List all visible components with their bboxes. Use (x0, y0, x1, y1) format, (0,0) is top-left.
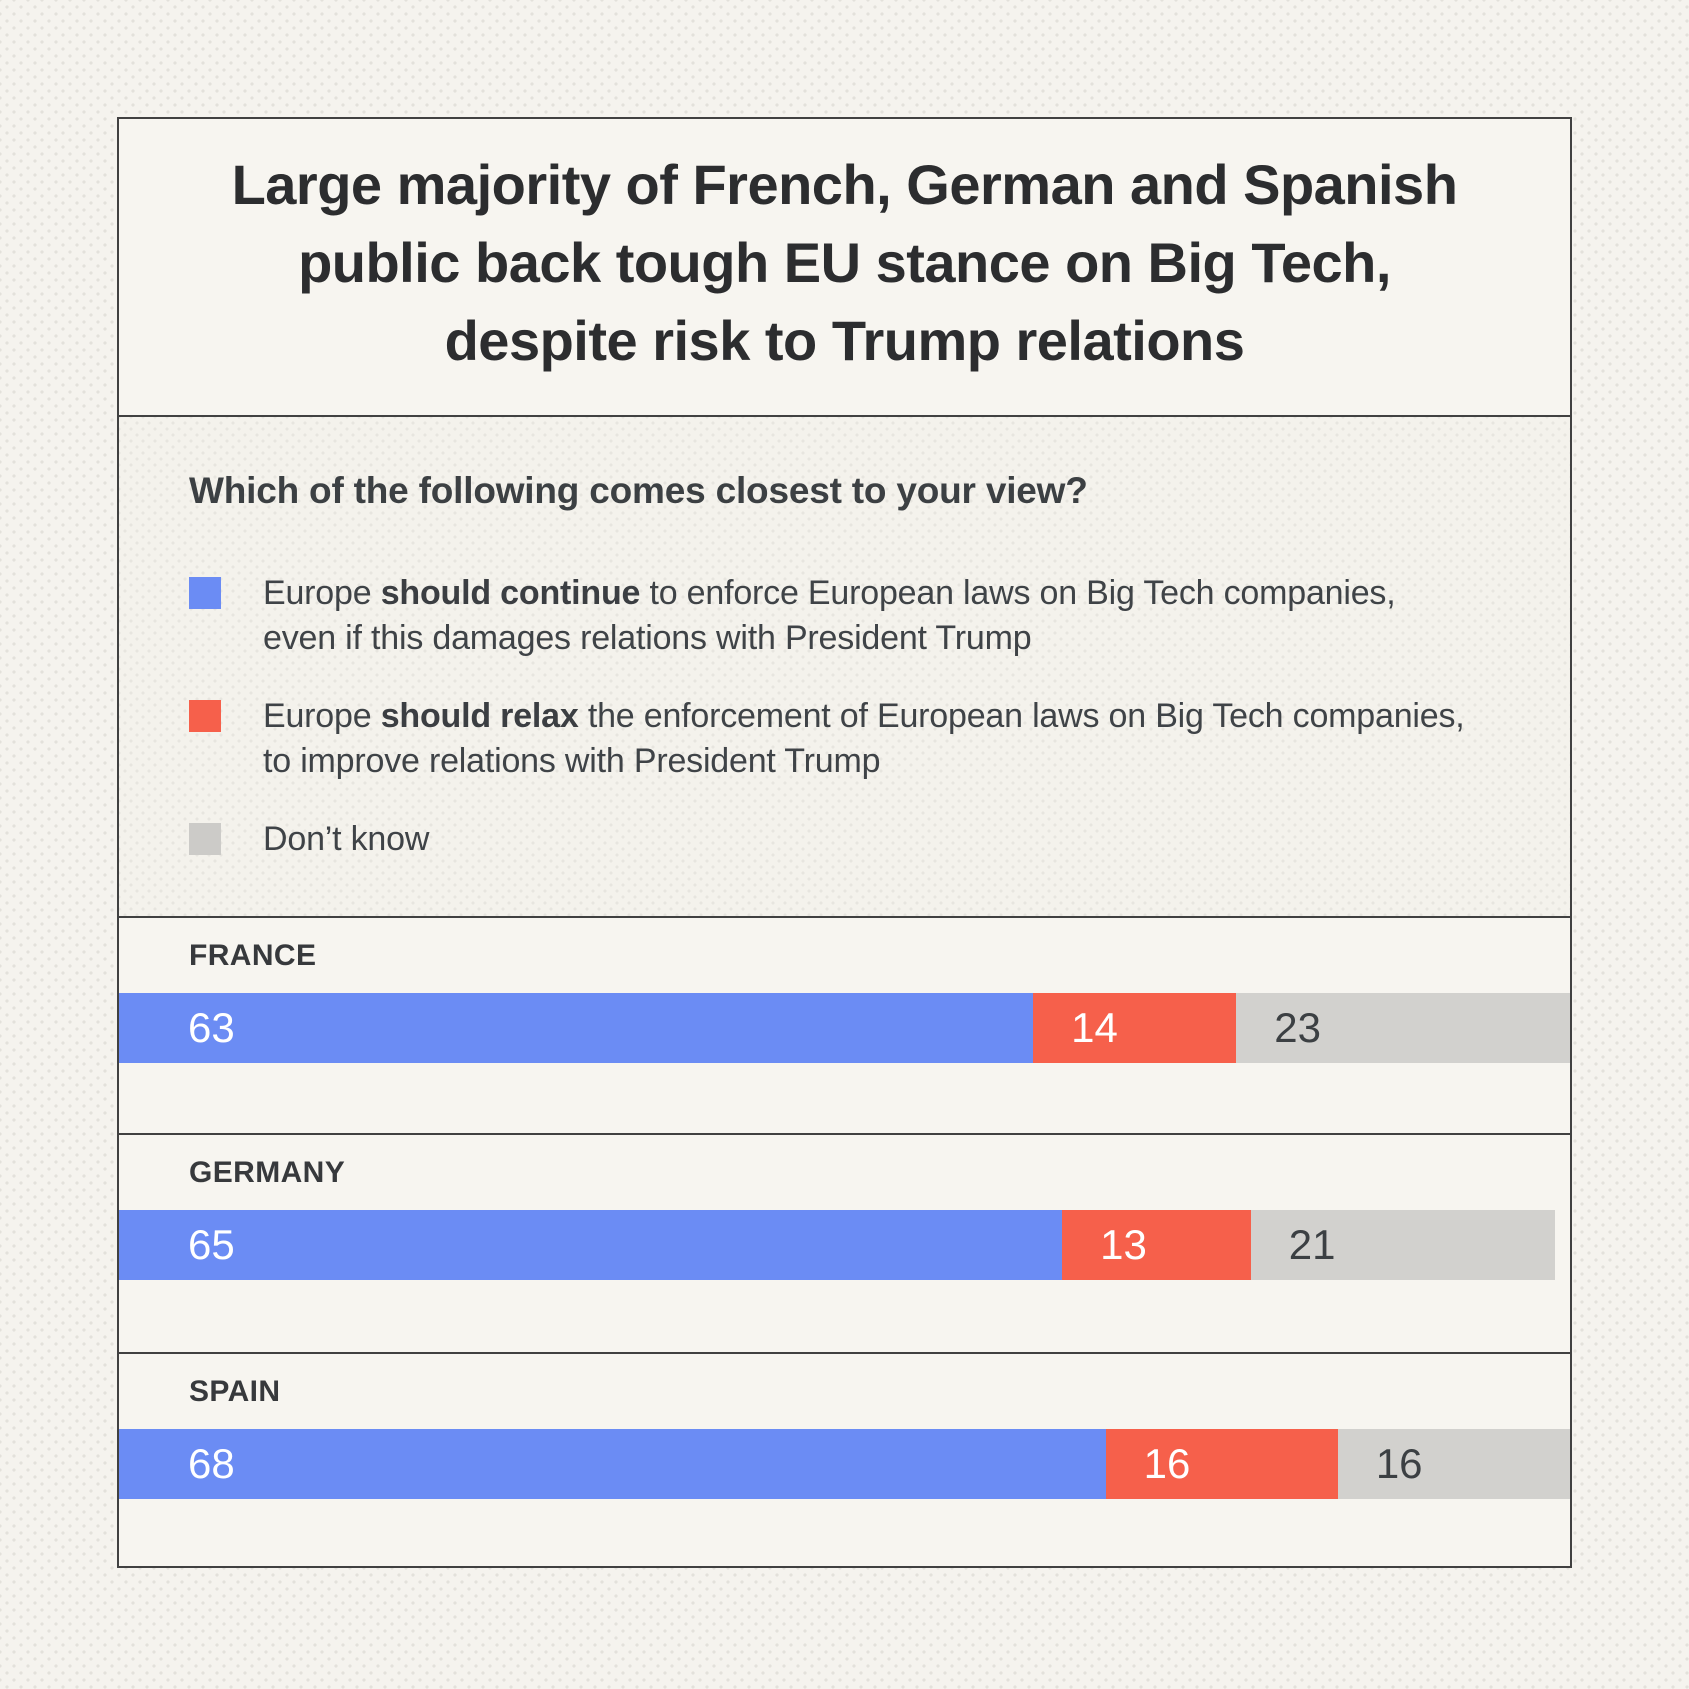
stacked-bar-germany: 65 13 21 (119, 1210, 1570, 1280)
stacked-bar-france: 63 14 23 (119, 993, 1570, 1063)
legend-label-should-continue: Europe should continue to enforce Europe… (263, 571, 1396, 661)
legend-label-dont-know: Don’t know (263, 817, 429, 862)
bar-segment-should-relax: 16 (1105, 1429, 1338, 1499)
gray-swatch-icon (189, 823, 221, 855)
legend-label-line-1: Don’t know (263, 820, 430, 858)
bar-value: 65 (188, 1221, 235, 1268)
bar-value: 23 (1274, 1004, 1321, 1051)
page-title-line-1: Large majority of French, German and Spa… (231, 153, 1458, 216)
legend-section: Which of the following comes closest to … (119, 415, 1570, 916)
bar-segment-should-continue: 68 (119, 1429, 1106, 1499)
bar-value: 14 (1071, 1004, 1118, 1051)
red-swatch-icon (189, 700, 221, 732)
bar-value: 13 (1100, 1221, 1147, 1268)
legend-item-should-relax: Europe should relax the enforcement of E… (189, 694, 1500, 784)
legend-label-should-relax: Europe should relax the enforcement of E… (263, 694, 1465, 784)
bar-segment-dont-know: 23 (1236, 993, 1570, 1063)
bar-segment-should-relax: 13 (1062, 1210, 1251, 1280)
bar-segment-should-continue: 63 (119, 993, 1034, 1063)
chart-panel: Large majority of French, German and Spa… (117, 117, 1572, 1568)
bar-value: 16 (1143, 1440, 1191, 1487)
title-section: Large majority of French, German and Spa… (119, 119, 1570, 415)
country-label: GERMANY (189, 1156, 346, 1189)
bar-segment-should-continue: 65 (119, 1210, 1063, 1280)
country-row-germany: GERMANY 65 13 21 (119, 1133, 1570, 1352)
survey-question: Which of the following comes closest to … (189, 470, 1088, 511)
country-row-spain: SPAIN 68 16 16 (119, 1352, 1570, 1566)
bar-segment-dont-know: 16 (1337, 1429, 1570, 1499)
bar-value: 63 (188, 1004, 235, 1051)
legend-item-should-continue: Europe should continue to enforce Europe… (189, 571, 1500, 661)
bar-segment-should-relax: 14 (1033, 993, 1237, 1063)
bar-value: 21 (1288, 1221, 1336, 1268)
legend-item-dont-know: Don’t know (189, 817, 1500, 862)
country-row-france: FRANCE 63 14 23 (119, 916, 1570, 1133)
legend-label-line-1: Europe should continue to enforce Europe… (263, 574, 1396, 612)
stacked-bar-spain: 68 16 16 (119, 1429, 1570, 1499)
legend-label-line-2: to improve relations with President Trum… (263, 742, 881, 780)
country-label: FRANCE (189, 939, 317, 972)
bar-segment-dont-know: 21 (1250, 1210, 1556, 1280)
bar-value: 68 (188, 1440, 235, 1487)
country-label: SPAIN (189, 1375, 281, 1408)
page-title-line-3: despite risk to Trump relations (444, 309, 1245, 372)
legend-label-line-1: Europe should relax the enforcement of E… (263, 697, 1465, 735)
blue-swatch-icon (189, 577, 221, 609)
bar-value: 16 (1375, 1440, 1423, 1487)
legend-label-line-2: even if this damages relations with Pres… (263, 619, 1032, 657)
page-title-line-2: public back tough EU stance on Big Tech, (298, 231, 1391, 294)
